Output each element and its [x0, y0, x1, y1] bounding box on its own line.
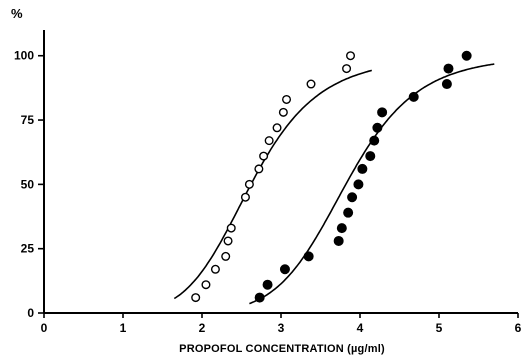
filled-data-point: [461, 50, 472, 61]
filled-data-point: [369, 135, 380, 146]
x-axis-label: PROPOFOL CONCENTRATION (µg/ml): [179, 343, 385, 355]
filled-data-point: [279, 264, 290, 275]
open-data-point: [201, 280, 211, 290]
filled-data-point: [262, 279, 273, 290]
open-data-point: [282, 94, 292, 104]
open-data-point: [223, 236, 233, 246]
open-data-point: [259, 151, 269, 161]
y-tick-label: 100: [14, 49, 34, 63]
open-data-point: [221, 251, 231, 261]
open-data-point: [342, 64, 352, 74]
filled-data-point: [347, 192, 358, 203]
filled-data-point: [303, 251, 314, 262]
x-tick-label: 2: [199, 321, 206, 335]
filled-data-point: [357, 163, 368, 174]
y-tick-label: 75: [21, 113, 35, 127]
y-axis-label: %: [11, 6, 23, 21]
open-data-point: [226, 223, 236, 233]
open-data-point: [191, 293, 201, 303]
fit-curve-1: [173, 69, 373, 300]
open-data-point: [210, 264, 220, 274]
open-data-point: [278, 107, 288, 117]
filled-data-point: [372, 122, 383, 133]
open-data-point: [254, 164, 264, 174]
open-data-point: [240, 192, 250, 202]
filled-data-point: [333, 235, 344, 246]
filled-data-point: [254, 292, 265, 303]
y-tick-label: 0: [27, 306, 34, 320]
x-tick-label: 1: [120, 321, 127, 335]
x-tick-label: 0: [41, 321, 48, 335]
x-tick-label: 6: [515, 321, 522, 335]
plot-area: 0 1 2 3 4 5 6 0 25 50 75 100: [14, 30, 522, 335]
filled-data-point: [343, 207, 354, 218]
open-data-point: [244, 179, 254, 189]
y-tick-label: 50: [21, 177, 35, 191]
filled-data-point: [443, 63, 454, 74]
filled-data-point: [377, 107, 388, 118]
filled-data-point: [336, 223, 347, 234]
filled-data-point: [408, 91, 419, 102]
x-tick-label: 4: [357, 321, 364, 335]
open-data-point: [306, 79, 316, 89]
filled-data-point: [353, 179, 364, 190]
x-tick-label: 5: [436, 321, 443, 335]
x-tick-label: 3: [278, 321, 285, 335]
filled-data-point: [365, 151, 376, 162]
filled-data-point: [441, 79, 452, 90]
y-tick-label: 25: [21, 242, 35, 256]
open-data-point: [346, 51, 356, 61]
open-data-point: [264, 136, 274, 146]
open-data-point: [272, 123, 282, 133]
